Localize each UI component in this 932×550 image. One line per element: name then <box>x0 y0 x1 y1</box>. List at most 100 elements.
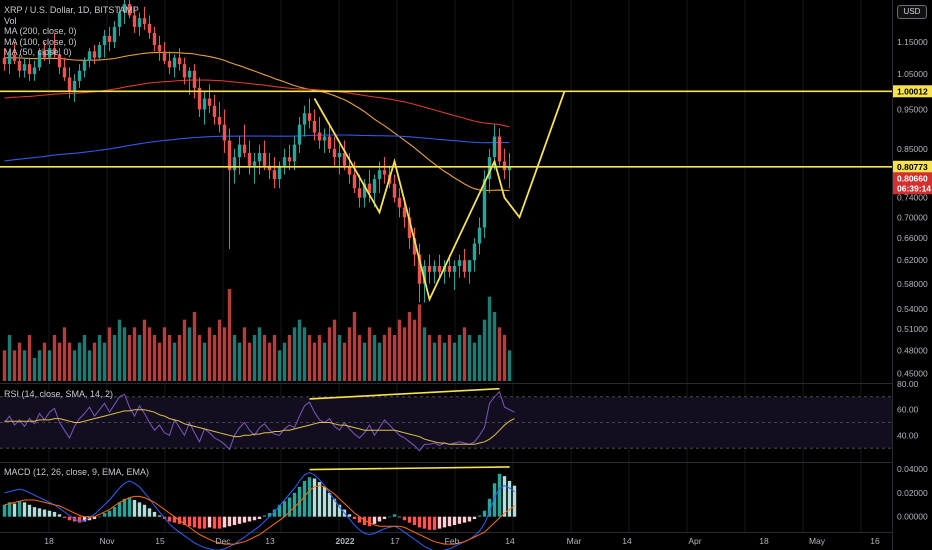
macd-histogram-bar <box>397 516 402 518</box>
macd-histogram-bar <box>462 516 467 523</box>
ma100-line <box>4 79 510 128</box>
macd-histogram-bar <box>112 507 117 517</box>
macd-histogram-bar <box>452 516 457 526</box>
candle-body <box>62 67 67 78</box>
macd-histogram-bar <box>432 516 437 530</box>
macd-histogram-bar <box>157 515 162 517</box>
candle-body <box>282 157 287 166</box>
candle-body <box>67 77 72 92</box>
ma50-legend[interactable]: MA (50, close, 0) <box>4 47 72 57</box>
volume-bar <box>372 335 377 381</box>
currency-badge[interactable]: USD <box>897 5 927 19</box>
price-tick-label: 0.62000 <box>897 255 928 265</box>
volume-bar <box>107 327 112 381</box>
macd-histogram-bar <box>67 516 72 521</box>
candle-body <box>507 167 512 171</box>
candle-body <box>102 35 107 46</box>
macd-histogram-bar <box>152 511 157 517</box>
volume-bar <box>262 335 267 381</box>
macd-histogram-bar <box>92 516 97 520</box>
candle-body <box>197 87 202 110</box>
last-price-tag <box>893 172 932 195</box>
candle-body <box>192 70 197 88</box>
macd-histogram-bar <box>247 516 252 522</box>
macd-histogram-bar <box>122 498 127 517</box>
ma100-legend[interactable]: MA (100, close, 0) <box>4 36 77 47</box>
candle-body <box>32 67 37 75</box>
macd-histogram-bar <box>402 516 407 521</box>
volume-bar <box>2 350 7 381</box>
volume-bar <box>12 350 17 381</box>
last-price-text: 0.80660 <box>897 173 928 183</box>
candle-body <box>427 265 432 272</box>
candle-body <box>322 136 327 141</box>
volume-bar <box>227 289 232 381</box>
macd-histogram-bar <box>467 516 472 522</box>
macd-histogram-bar <box>317 482 322 517</box>
volume-bar <box>332 319 337 381</box>
volume-bar <box>167 335 172 381</box>
volume-bar <box>347 327 352 381</box>
macd-histogram-bar <box>367 516 372 527</box>
price-tick-label: 0.95000 <box>897 104 928 114</box>
candle-body <box>482 179 487 228</box>
ma200-legend[interactable]: MA (200, close, 0) <box>4 26 77 36</box>
volume-legend[interactable]: Vol <box>4 15 17 26</box>
macd-histogram-bar <box>107 510 112 517</box>
candle-body <box>162 51 167 61</box>
volume-bar <box>467 335 472 381</box>
volume-bar <box>172 342 177 381</box>
candle-body <box>462 260 467 272</box>
macd-histogram-bar <box>257 516 262 520</box>
volume-bar <box>57 342 62 381</box>
candle-body <box>157 45 162 52</box>
candle-body <box>337 152 342 158</box>
symbol-title[interactable]: XRP / U.S. Dollar, 1D, BITSTAMP <box>4 5 139 15</box>
macd-histogram-bar <box>422 516 427 529</box>
macd-histogram-bar <box>292 492 297 517</box>
volume-bar <box>487 296 492 381</box>
volume-bar <box>137 335 142 381</box>
volume-bar <box>447 335 452 381</box>
candle-body <box>287 157 292 162</box>
volume-bar <box>177 335 182 381</box>
candle-body <box>177 57 182 65</box>
macd-histogram-bar <box>417 516 422 528</box>
macd-histogram-bar <box>127 497 132 517</box>
macd-histogram-bar <box>482 510 487 517</box>
price-tick-label: 0.58000 <box>897 279 928 289</box>
volume-bar <box>212 335 217 381</box>
level-tag-text: 1.00012 <box>897 86 928 96</box>
pane-divider <box>0 383 892 384</box>
rsi-legend[interactable]: RSI (14, close, SMA, 14, 2) <box>4 389 114 399</box>
volume-bar <box>272 335 277 381</box>
candle-body <box>347 165 352 175</box>
candle-body <box>357 188 362 198</box>
macd-histogram-bar <box>232 516 237 526</box>
volume-bar <box>322 342 327 381</box>
candle-body <box>407 217 412 239</box>
volume-bar <box>7 335 12 381</box>
candle-body <box>237 144 242 158</box>
price-tick-label: 1.05000 <box>897 69 928 79</box>
time-tick-label: May <box>809 536 826 546</box>
volume-bar <box>217 319 222 381</box>
macd-tick-label: 0.00000 <box>897 512 928 522</box>
candle-body <box>207 98 212 106</box>
macd-histogram-bar <box>437 516 442 529</box>
macd-histogram-bar <box>252 516 257 521</box>
volume-bar <box>97 335 102 381</box>
macd-histogram-bar <box>357 516 362 523</box>
volume-bar <box>462 327 467 381</box>
time-tick-label: Apr <box>688 536 701 546</box>
macd-histogram-bar <box>117 502 122 517</box>
volume-bar <box>247 342 252 381</box>
macd-legend[interactable]: MACD (12, 26, close, 9, EMA, EMA) <box>4 467 150 477</box>
volume-bar <box>337 335 342 381</box>
candle-body <box>97 45 102 58</box>
candle-body <box>152 32 157 46</box>
macd-histogram-bar <box>442 516 447 528</box>
candle-body <box>222 124 227 141</box>
macd-histogram-bar <box>187 516 192 527</box>
